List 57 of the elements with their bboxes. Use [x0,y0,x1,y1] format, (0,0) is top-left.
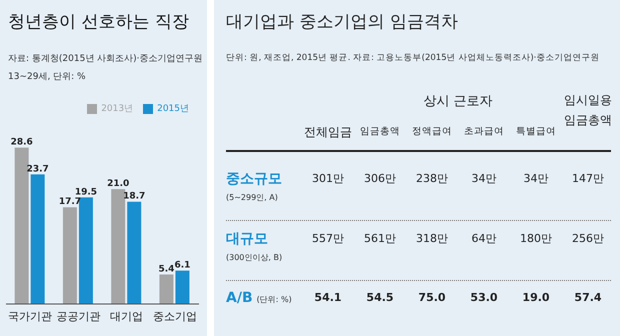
x-tick-label: 대기업 [110,310,144,323]
chart-subtitle: 자료: 통계청(2015년 사회조사)·중소기업연구원 [8,53,203,65]
text: (300인이상, B) [226,252,282,263]
text: 318만 [416,232,448,245]
text: (5~299인, A) [226,192,278,203]
text: 57.4 [574,291,602,304]
legend-label: 2013년 [101,104,134,114]
category-label: 중소규모 [226,171,282,187]
text: 147만 [572,172,604,185]
category-label: 전체임금 [303,124,353,141]
text: 19.0 [522,291,550,304]
bar [175,270,190,304]
x-tick-label: 국가기관 [8,310,52,323]
text: 306만 [364,172,396,185]
text: 238만 [416,172,448,185]
text: 256만 [572,232,604,245]
bar [111,189,126,304]
x-tick-label: 공공기관 [56,310,100,323]
text: 561만 [364,232,396,245]
text: 단위: 원, 재조업, 2015년 평균. 자료: 고용노동부(2015년 사업체노동력조사)·중소기업연구원 [226,52,600,64]
legend-label: 2015년 [157,104,189,114]
data-label: 19.5 [74,187,98,198]
text: 상시 근로자 [422,93,494,110]
data-label: 21.0 [107,179,130,190]
text: 53.0 [470,291,498,304]
text: (단위: %) [256,295,292,304]
text: 180만 [520,232,552,245]
text: 34만 [472,172,496,185]
text: 대기업과 중소기업의 임금격차 [226,11,458,33]
data-label: 18.7 [123,192,146,202]
category-label: 임금총액 [359,125,401,139]
data-label: 6.1 [174,260,190,271]
category-label: 초과급여 [463,125,505,139]
category-label: 임시일용 임금총액 [563,92,613,129]
bar [127,202,142,304]
category-label: 특별급여 [515,125,557,139]
data-label: 23.7 [26,164,49,174]
text: 54.1 [314,291,342,304]
text: 557만 [312,232,344,245]
text: 13~29세, 단위: % [8,71,86,83]
category-label: 정액급여 [411,125,453,139]
x-tick-label: 중소기업 [152,310,197,323]
category-label: 대규모 [226,231,268,247]
category-label: A/B [226,290,253,306]
text: 54.5 [366,291,394,304]
text: 64만 [472,232,496,245]
data-label: 28.6 [10,138,33,148]
text: 34만 [524,172,548,185]
chart-title: 청년층이 선호하는 직장 [8,11,189,33]
bar [159,274,174,304]
text: 301만 [312,172,344,185]
bar [62,207,77,304]
bar [14,148,29,304]
bar [30,174,45,304]
text: 75.0 [418,291,446,304]
data-label: 5.4 [158,264,174,274]
bar [78,197,93,304]
